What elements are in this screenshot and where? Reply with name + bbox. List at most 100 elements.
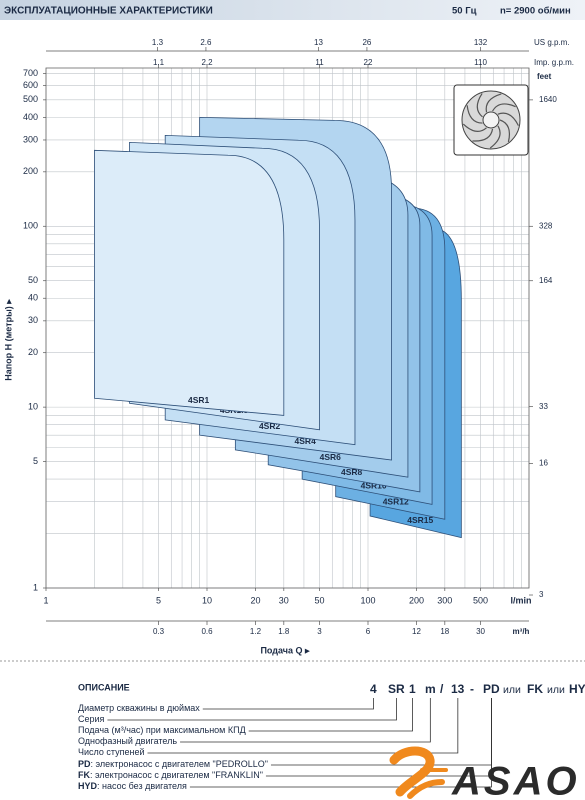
y-tick-label: 300 (23, 134, 38, 144)
secondary-tick-label: 0.6 (201, 627, 213, 636)
connector (180, 698, 431, 743)
connector (147, 698, 459, 754)
secondary-tick-label: 2.6 (200, 38, 212, 47)
code-token: - (470, 682, 474, 696)
secondary-axis-name: m³/h (513, 627, 530, 636)
item-text: Серия (78, 714, 105, 724)
item-text: : насос без двигателя (97, 781, 187, 791)
y-axis-title: Напор H (метры) ▸ (3, 299, 13, 381)
item-text: : электронасос с двигателем "PEDROLLO" (91, 759, 268, 769)
y-tick-label: 500 (23, 94, 38, 104)
code-token: / (440, 682, 444, 696)
connector (107, 698, 397, 721)
y-tick-label: 10 (28, 402, 38, 412)
secondary-axis-name: US g.p.m. (534, 38, 570, 47)
impeller-vane (497, 112, 519, 126)
plot-frame (45, 67, 530, 589)
code-token: m (425, 682, 436, 696)
description-item: FK: электронасос с двигателем "FRANKLIN" (78, 770, 263, 780)
secondary-axis-name: feet (537, 72, 552, 81)
secondary-tick-label: 33 (539, 402, 548, 411)
header-title: ЭКСПЛУАТАЦИОННЫЕ ХАРАКТЕРИСТИКИ (4, 6, 213, 17)
secondary-tick-label: 164 (539, 276, 553, 285)
x-tick-label: 100 (360, 595, 375, 605)
connector (202, 698, 374, 710)
secondary-tick-label: 3 (539, 590, 544, 599)
region-label: 4SR15 (407, 515, 433, 525)
x-tick-label: 20 (250, 595, 260, 605)
secondary-tick-label: 110 (474, 58, 487, 67)
secondary-tick-label: 1.2 (250, 627, 262, 636)
impeller-vane (492, 103, 516, 112)
impeller-vane (489, 125, 501, 149)
description-item: HYD: насос без двигателя (78, 781, 187, 791)
impeller-hub (482, 111, 500, 129)
pump-region (94, 149, 285, 416)
secondary-tick-label: 18 (440, 627, 449, 636)
description-title: ОПИСАНИЕ (78, 682, 130, 692)
secondary-tick-label: 1640 (539, 95, 557, 104)
impeller-vane (466, 105, 483, 124)
secondary-tick-label: 16 (539, 459, 548, 468)
x-tick-label: 10 (202, 595, 212, 605)
secondary-tick-label: 1.1 (153, 58, 165, 67)
y-tick-label: 100 (23, 221, 38, 231)
region-label: 4SR8 (341, 467, 363, 477)
plot: 4SR154SR124SR104SR84SR64SR44SR24SR1.54SR… (3, 38, 574, 655)
y-tick-label: 1 (33, 582, 38, 592)
x-tick-label: 5 (156, 595, 161, 605)
secondary-tick-label: 13 (314, 38, 323, 47)
secondary-tick-label: 26 (362, 38, 371, 47)
logo-icon (389, 746, 448, 799)
secondary-tick-label: 12 (412, 627, 421, 636)
code-token: FK (527, 682, 543, 696)
item-key: PD (78, 759, 91, 769)
y-tick-label: 700 (23, 68, 38, 78)
y-tick-label: 40 (28, 293, 38, 303)
item-key: FK (78, 770, 90, 780)
x-tick-label: 30 (279, 595, 289, 605)
impeller-vane (476, 93, 483, 118)
x-tick-label: 200 (409, 595, 424, 605)
code-token: или (547, 684, 565, 696)
item-text: Однофазный двигатель (78, 736, 177, 746)
header-frequency: 50 Гц (452, 6, 477, 17)
connector (248, 698, 413, 732)
description-item: Подача (м³/час) при максимальном КПД (78, 725, 246, 735)
code-token: 13 (451, 682, 465, 696)
y-tick-label: 400 (23, 112, 38, 122)
secondary-tick-label: 328 (539, 221, 553, 230)
secondary-tick-label: 0.3 (153, 627, 165, 636)
code-token: или (503, 684, 521, 696)
connector (270, 698, 492, 766)
secondary-axis-name: Imp. g.p.m. (534, 58, 574, 67)
secondary-tick-label: 30 (476, 627, 485, 636)
description-item: Серия (78, 714, 105, 724)
region-label: 4SR6 (320, 452, 342, 462)
code-token: HYD (569, 682, 585, 696)
code-token: PD (483, 682, 500, 696)
x-tick-label: 500 (473, 595, 488, 605)
region-label: 4SR2 (259, 421, 281, 431)
x-tick-label: 1 (43, 595, 48, 605)
code-token: SR (388, 682, 405, 696)
connector (189, 698, 492, 788)
logo-text: ASAO (451, 760, 580, 800)
item-text: Диаметр скважины в дюймах (78, 703, 200, 713)
description-item: Однофазный двигатель (78, 736, 177, 746)
x-tick-label: 50 (315, 595, 325, 605)
x-axis-title: Подача Q ▸ (260, 645, 310, 655)
impeller-vane (462, 123, 487, 132)
item-text: Подача (м³/час) при максимальном КПД (78, 725, 246, 735)
y-tick-label: 5 (33, 456, 38, 466)
region-label: 4SR4 (295, 436, 317, 446)
item-text: : электронасос с двигателем "FRANKLIN" (90, 770, 263, 780)
secondary-tick-label: 2.2 (201, 58, 213, 67)
code-token: 1 (409, 682, 416, 696)
description-item: PD: электронасос с двигателем "PEDROLLO" (78, 759, 268, 769)
y-tick-label: 200 (23, 166, 38, 176)
region-label: 4SR1 (188, 395, 210, 405)
region-label: 4SR10 (361, 480, 387, 490)
description-item: Диаметр скважины в дюймах (78, 703, 200, 713)
